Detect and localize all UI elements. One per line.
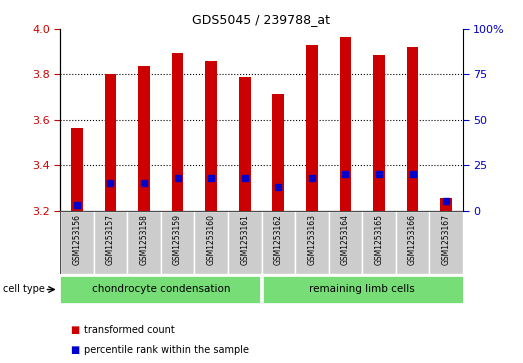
Text: cell type: cell type xyxy=(3,285,44,294)
Bar xyxy=(373,55,385,211)
Text: GSM1253162: GSM1253162 xyxy=(274,214,283,265)
Bar xyxy=(60,211,94,274)
Text: GSM1253167: GSM1253167 xyxy=(441,214,451,265)
Text: transformed count: transformed count xyxy=(84,325,175,335)
Text: GSM1253158: GSM1253158 xyxy=(140,214,149,265)
Text: GSM1253166: GSM1253166 xyxy=(408,214,417,265)
Bar xyxy=(71,128,83,211)
Bar xyxy=(429,211,463,274)
Text: GSM1253165: GSM1253165 xyxy=(374,214,383,265)
Bar xyxy=(228,211,262,274)
Bar xyxy=(407,47,418,211)
Bar xyxy=(272,94,284,211)
Text: GSM1253160: GSM1253160 xyxy=(207,214,215,265)
Bar xyxy=(161,211,195,274)
Bar xyxy=(195,211,228,274)
Bar xyxy=(138,66,150,211)
Text: GSM1253161: GSM1253161 xyxy=(240,214,249,265)
Bar xyxy=(206,61,217,211)
Bar xyxy=(328,211,362,274)
Bar xyxy=(263,276,463,303)
Bar xyxy=(262,211,295,274)
Text: chondrocyte condensation: chondrocyte condensation xyxy=(92,285,230,294)
Text: percentile rank within the sample: percentile rank within the sample xyxy=(84,345,248,355)
Bar xyxy=(94,211,127,274)
Text: GSM1253159: GSM1253159 xyxy=(173,214,182,265)
Text: ■: ■ xyxy=(71,325,80,335)
Text: remaining limb cells: remaining limb cells xyxy=(309,285,415,294)
Title: GDS5045 / 239788_at: GDS5045 / 239788_at xyxy=(192,13,331,26)
Bar xyxy=(60,276,260,303)
Bar xyxy=(239,77,251,211)
Text: ■: ■ xyxy=(71,345,80,355)
Bar xyxy=(362,211,396,274)
Bar xyxy=(295,211,328,274)
Text: GSM1253163: GSM1253163 xyxy=(308,214,316,265)
Text: GSM1253164: GSM1253164 xyxy=(341,214,350,265)
Bar xyxy=(440,198,452,211)
Bar xyxy=(127,211,161,274)
Bar xyxy=(396,211,429,274)
Bar xyxy=(105,74,116,211)
Bar xyxy=(339,37,351,211)
Text: GSM1253156: GSM1253156 xyxy=(72,214,82,265)
Text: GSM1253157: GSM1253157 xyxy=(106,214,115,265)
Bar xyxy=(172,53,184,211)
Bar xyxy=(306,45,317,211)
